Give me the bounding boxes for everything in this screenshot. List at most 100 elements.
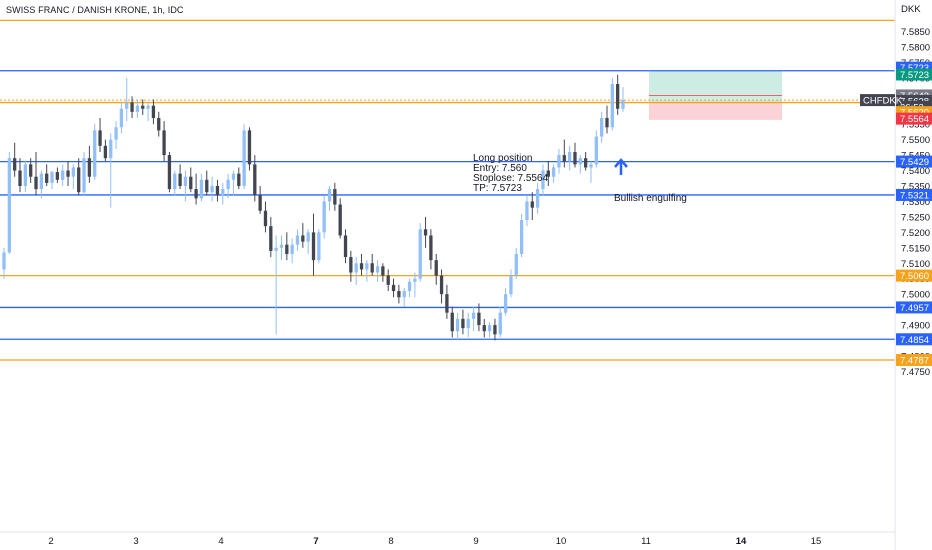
candle-body: [567, 152, 572, 162]
candle-body: [98, 130, 102, 146]
candle: [290, 238, 294, 264]
candle: [370, 253, 374, 276]
candle-body: [178, 173, 182, 186]
price-badge-label: 7.5321: [900, 190, 929, 201]
price-badge-bg: [896, 155, 932, 168]
candle-body: [461, 318, 465, 329]
candle: [397, 284, 401, 304]
candle: [551, 164, 556, 183]
candle-body: [439, 275, 444, 295]
candle-body: [199, 179, 204, 199]
candle-body: [194, 189, 198, 199]
candle: [231, 170, 236, 196]
candle-body: [210, 186, 214, 193]
price-badge-bg: [896, 301, 932, 314]
candle: [114, 121, 118, 149]
candle-body: [34, 176, 38, 190]
candle-body: [354, 263, 358, 273]
candle: [391, 278, 396, 298]
candle-body: [616, 84, 620, 109]
candle: [109, 133, 113, 208]
candle: [578, 155, 582, 174]
candle: [18, 158, 22, 193]
candle: [146, 102, 150, 122]
time-tick-label: 10: [556, 536, 567, 547]
candle-body: [482, 325, 486, 332]
candle: [461, 309, 465, 335]
price-tick-label: 7.4750: [901, 367, 930, 378]
price-badge-label: 7.4854: [900, 335, 929, 346]
candle: [354, 257, 358, 285]
candle-body: [189, 176, 193, 190]
candle-body: [205, 179, 209, 193]
candle: [279, 235, 284, 261]
candle: [247, 127, 252, 171]
candle-body: [333, 189, 337, 205]
candle-body: [13, 158, 17, 171]
candle-body: [519, 219, 524, 254]
candle: [466, 312, 470, 338]
candle: [327, 186, 332, 211]
candle-body: [445, 294, 449, 313]
candle-body: [407, 281, 412, 292]
candle: [199, 173, 204, 202]
candle: [178, 164, 182, 190]
candle: [450, 306, 454, 338]
candle: [151, 99, 156, 125]
price-badge: 7.5429: [896, 155, 932, 168]
candle-body: [29, 164, 33, 177]
candle-body: [503, 294, 508, 313]
candle-body: [450, 312, 454, 332]
candle-body: [162, 130, 166, 156]
candle-body: [263, 210, 268, 227]
time-tick-label: 7: [313, 536, 318, 547]
candle: [263, 201, 268, 233]
candle-body: [610, 84, 614, 128]
price-badge-bg: [896, 333, 932, 346]
candle-body: [237, 173, 241, 186]
candle-body: [349, 257, 353, 273]
price-badge: 7.5723: [896, 68, 932, 81]
candle-body: [583, 158, 588, 168]
price-badge-bg: [896, 269, 932, 282]
candle-body: [61, 170, 65, 180]
candle-body: [295, 235, 300, 245]
candle: [125, 77, 129, 122]
time-tick-label: 14: [736, 536, 747, 547]
candle-body: [365, 263, 369, 270]
price-tick-label: 7.5100: [901, 259, 930, 270]
candle: [221, 182, 225, 205]
candle-body: [18, 170, 22, 186]
candle-body: [391, 284, 396, 292]
candle: [600, 111, 604, 143]
candle: [237, 167, 241, 190]
candle: [514, 247, 518, 279]
candle: [7, 152, 11, 254]
candle: [295, 229, 300, 251]
price-badge: 7.5060: [896, 269, 932, 282]
stop-loss-zone: [649, 102, 782, 120]
candle-body: [125, 102, 129, 109]
candle-body: [541, 170, 545, 190]
candle-body: [455, 318, 460, 332]
candle-body: [525, 201, 529, 220]
candle: [61, 164, 65, 186]
price-badge-label: 7.5060: [900, 271, 929, 282]
candle-body: [285, 244, 289, 254]
candle-body: [87, 158, 92, 177]
candle: [301, 223, 305, 248]
pattern-note: Bullish engulfing: [614, 193, 687, 204]
candle-body: [109, 139, 113, 159]
candle: [359, 253, 364, 276]
candle: [471, 306, 476, 332]
time-axis[interactable]: 2 3 4 7 8 9 10 11 14 15: [48, 536, 821, 547]
candle-body: [530, 201, 534, 208]
candle: [45, 164, 49, 186]
candle: [477, 303, 481, 332]
candle-body: [359, 263, 364, 270]
candle-body: [487, 325, 492, 332]
candle-body: [343, 235, 348, 258]
candle-body: [546, 170, 550, 177]
candle-body: [338, 204, 342, 236]
